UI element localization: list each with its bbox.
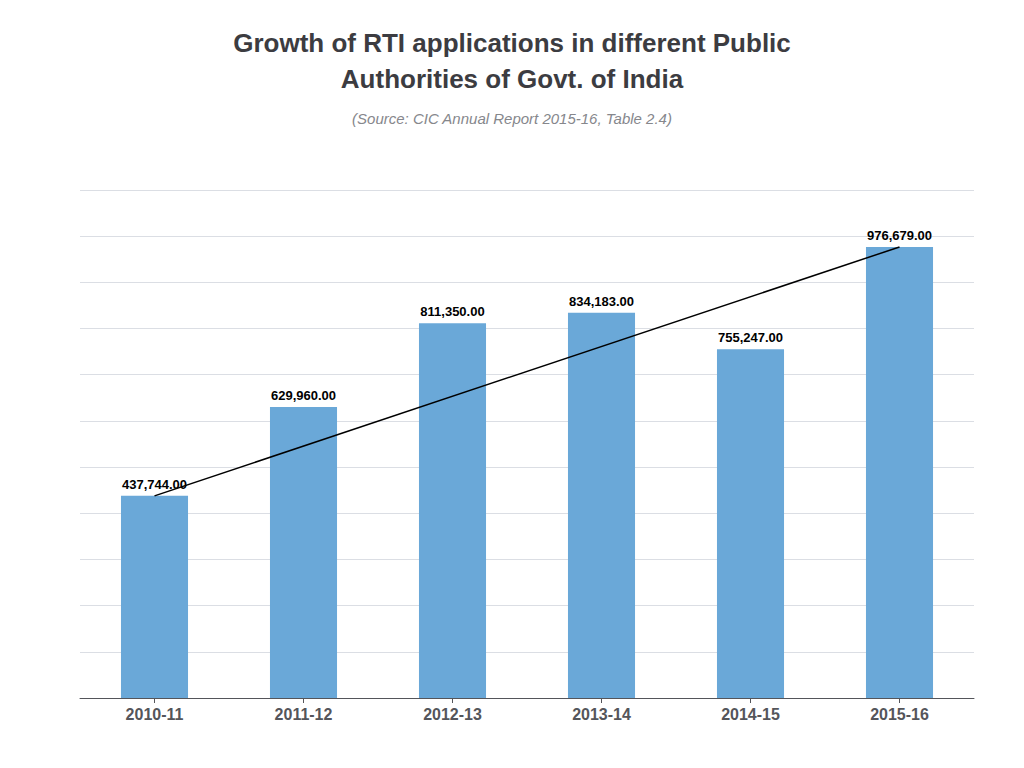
svg-text:2013-14: 2013-14: [572, 706, 631, 723]
svg-text:629,960.00: 629,960.00: [271, 388, 336, 403]
svg-text:2010-11: 2010-11: [126, 706, 184, 723]
svg-text:2015-16: 2015-16: [870, 706, 929, 723]
svg-text:2014-15: 2014-15: [721, 706, 780, 723]
svg-text:755,247.00: 755,247.00: [718, 330, 783, 345]
svg-text:(Source: CIC Annual Report 201: (Source: CIC Annual Report 2015-16, Tabl…: [352, 110, 672, 127]
svg-text:437,744.00: 437,744.00: [122, 477, 187, 492]
svg-text:2012-13: 2012-13: [423, 706, 482, 723]
svg-text:2011-12: 2011-12: [275, 706, 333, 723]
svg-text:Authorities of Govt. of India: Authorities of Govt. of India: [341, 64, 684, 94]
svg-text:811,350.00: 811,350.00: [420, 304, 484, 319]
svg-text:834,183.00: 834,183.00: [569, 294, 634, 309]
svg-text:Growth of RTI applications in: Growth of RTI applications in different …: [233, 28, 791, 58]
svg-text:976,679.00: 976,679.00: [867, 228, 932, 243]
